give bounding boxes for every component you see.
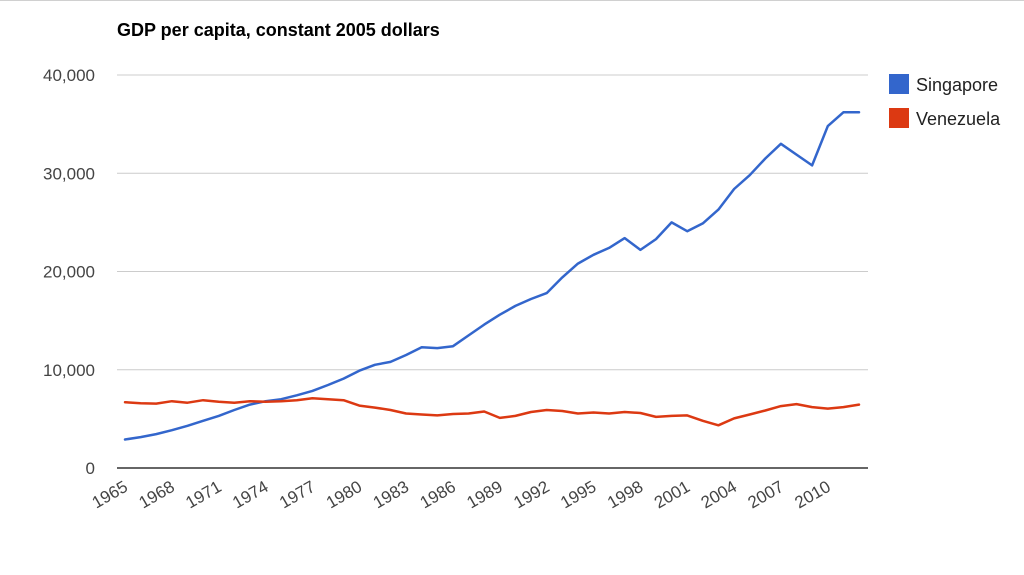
x-axis-tick-labels: 1965 1968 1971 1974 1977 1980 1983 1986 1989 1992…: [89, 477, 834, 512]
legend-swatch-singapore: [889, 74, 909, 94]
x-tick-label: 2010: [792, 477, 834, 512]
x-tick-label: 2007: [745, 477, 787, 512]
legend: Singapore Venezuela: [889, 74, 1001, 129]
y-tick-label: 20,000: [43, 263, 95, 282]
x-tick-label: 2001: [651, 477, 693, 512]
y-tick-label: 10,000: [43, 361, 95, 380]
x-tick-label: 1992: [510, 477, 552, 512]
legend-swatch-venezuela: [889, 108, 909, 128]
y-tick-label: 0: [86, 459, 95, 478]
x-tick-label: 2004: [698, 477, 740, 512]
x-tick-label: 1998: [604, 477, 646, 512]
x-tick-label: 1986: [417, 477, 459, 512]
x-tick-label: 1974: [229, 477, 271, 512]
x-tick-label: 1983: [370, 477, 412, 512]
x-tick-label: 1995: [557, 477, 599, 512]
x-tick-label: 1965: [89, 477, 131, 512]
x-tick-label: 1971: [182, 477, 224, 512]
chart-title: GDP per capita, constant 2005 dollars: [117, 20, 440, 40]
y-axis-tick-labels: 0 10,000 20,000 30,000 40,000: [43, 66, 95, 478]
legend-label-venezuela: Venezuela: [916, 109, 1001, 129]
y-tick-label: 30,000: [43, 164, 95, 183]
x-tick-label: 1980: [323, 477, 365, 512]
y-tick-label: 40,000: [43, 66, 95, 85]
series-line-venezuela: [123, 396, 861, 427]
legend-label-singapore: Singapore: [916, 75, 998, 95]
x-tick-label: 1989: [464, 477, 506, 512]
series-line-singapore: [123, 111, 861, 441]
x-tick-label: 1977: [276, 477, 318, 512]
series-lines: [123, 111, 861, 441]
x-tick-label: 1968: [136, 477, 178, 512]
gridlines: [117, 74, 868, 469]
top-border: [0, 0, 1024, 1]
